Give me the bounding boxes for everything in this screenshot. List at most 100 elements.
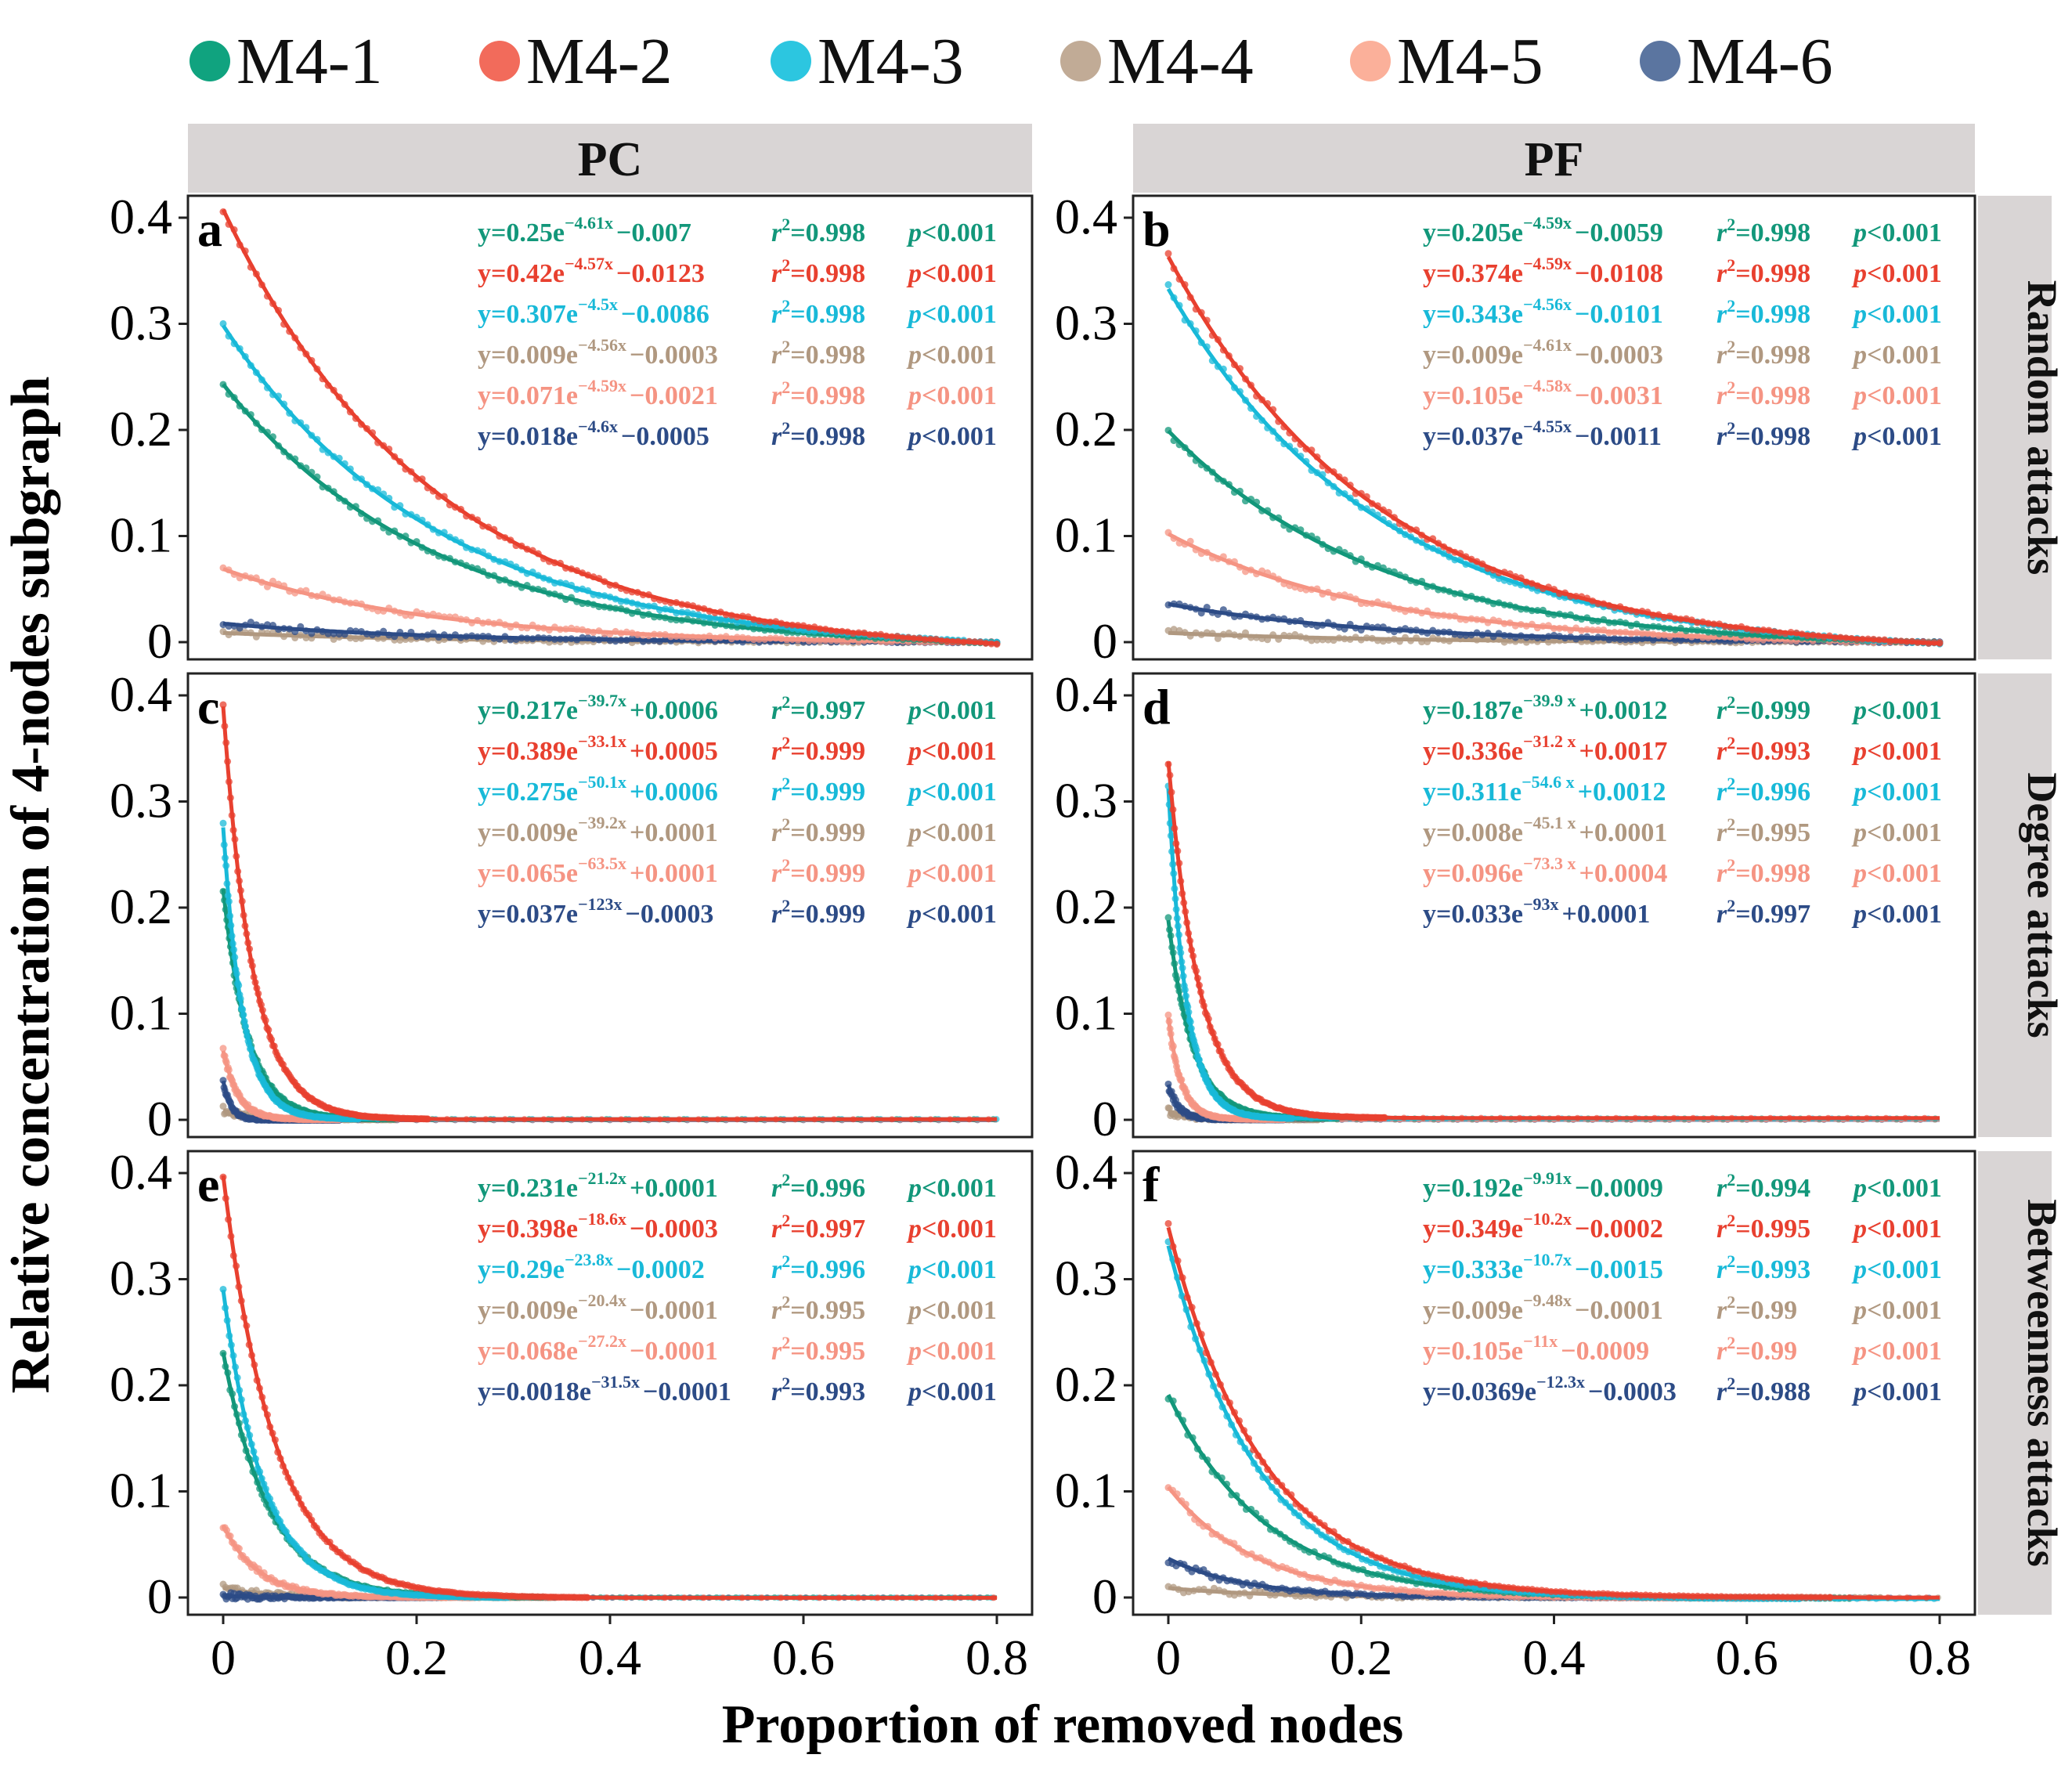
fit-equation-m4-6: y=0.037e−4.55x −0.0011 r2=0.998 p<0.001 [1423,417,1942,451]
r-superscript: 2 [782,215,790,234]
fit-annotations: y=0.187e−39.9 x +0.0012 r2=0.999 p<0.001y=0… [1423,691,1942,929]
r-squared: r2=0.997 [1716,896,1810,929]
r-squared-value: =0.998 [1735,300,1810,329]
p-symbol: p [1851,300,1867,329]
r-symbol: r [771,381,782,410]
y-tick-label: 0.4 [1055,189,1117,244]
r-squared-value: =0.997 [1735,900,1810,929]
r-symbol: r [771,696,782,725]
equation-constant: −0.0059 [1575,218,1663,247]
r-squared: r2=0.998 [771,418,865,451]
p-value: p<0.001 [906,381,997,410]
legend-item-m4-6: M4-6 [1640,25,1833,98]
p-value-text: <0.001 [1867,900,1942,929]
fit-equation-m4-4: y=0.009e−4.56x −0.0003 r2=0.998 p<0.001 [478,335,997,370]
fit-equation-m4-5: y=0.071e−4.59x −0.0021 r2=0.998 p<0.001 [478,376,997,410]
data-point [219,1045,227,1052]
equation-exponent: −4.61x [1523,335,1572,355]
legend-key-dot [1060,41,1101,81]
p-value-text: <0.001 [922,259,997,288]
r-symbol: r [1716,300,1727,329]
plot-area [219,701,1000,1125]
series-m4-2 [219,701,997,1123]
equation-exponent: −4.56x [578,335,626,355]
equation-constant: +0.0012 [1578,778,1666,807]
p-value-text: <0.001 [922,737,997,766]
p-symbol: p [1851,381,1867,410]
data-point [1170,626,1178,634]
panel-border [186,1150,1034,1616]
fit-equation-m4-2: y=0.42e−4.57x −0.0123 r2=0.998 p<0.001 [478,254,997,288]
row-strip-label: Betweenness attacks [2019,1199,2066,1566]
equation-text: y=0.25e−4.61x −0.007 [478,213,691,247]
r-squared-value: =0.998 [790,300,865,329]
equation-coef: y=0.205e [1423,218,1523,247]
equation-constant: −0.0086 [621,300,709,329]
data-point [1164,914,1172,922]
equation-exponent: −4.59x [1523,213,1572,233]
fit-equation-m4-1: y=0.205e−4.59x −0.0059 r2=0.998 p<0.001 [1423,213,1942,247]
r-squared-value: =0.998 [1735,859,1810,888]
fit-equation-m4-3: y=0.311e−54.6 x +0.0012 r2=0.996 p<0.001 [1423,772,1942,807]
equation-exponent: −4.57x [565,254,613,273]
equation-coef: y=0.033e [1423,900,1523,929]
r-superscript: 2 [1727,774,1735,793]
r-symbol: r [1716,859,1727,888]
p-value: p<0.001 [906,341,997,370]
legend-item-m4-2: M4-2 [479,25,673,98]
p-value-text: <0.001 [1867,859,1942,888]
equation-coef: y=0.008e [1423,818,1523,847]
fit-equation-m4-5: y=0.065e−63.5x +0.0001 r2=0.999 p<0.001 [478,854,997,888]
panel-d: 00.10.20.30.4 d y=0.187e−39.9 x +0.0012 r2=0… [1055,666,1976,1146]
r-squared-value: =0.998 [790,218,865,247]
p-value-text: <0.001 [922,218,997,247]
equation-coef: y=0.336e [1423,737,1523,766]
fit-annotations: y=0.205e−4.59x −0.0059 r2=0.998 p<0.001y=0.… [1423,213,1942,451]
y-tick-label: 0 [1092,1091,1117,1146]
r-squared-value: =0.999 [790,778,865,807]
y-tick-label: 0.1 [110,507,172,563]
data-point [219,819,227,827]
equation-text: y=0.071e−4.59x −0.0021 [478,376,718,410]
equation-constant: −0.0021 [630,381,718,410]
plot-area [219,208,1001,648]
equation-text: y=0.033e−93x +0.0001 [1423,894,1650,929]
legend-label: M4-5 [1397,25,1543,98]
equation-exponent: −93x [1523,894,1559,914]
equation-exponent: −33.1x [578,731,626,751]
column-strip-label: PC [578,133,643,186]
legend-item-m4-4: M4-4 [1060,25,1254,98]
r-squared: r2=0.999 [771,733,865,766]
facet-panels: 00.10.20.30.4 a y=0.25e−4.61x −0.007 r2=0.99… [110,189,1976,1685]
r-squared: r2=0.999 [1716,692,1810,725]
y-tick-label: 0.3 [110,773,172,829]
y-tick-label: 0.4 [110,189,172,244]
p-value-text: <0.001 [1867,737,1942,766]
p-value: p<0.001 [1851,341,1942,370]
p-value-text: <0.001 [1867,422,1942,451]
r-superscript: 2 [782,255,790,275]
equation-coef: y=0.389e [478,737,578,766]
r-superscript: 2 [782,337,790,356]
equation-text: y=0.389e−33.1x +0.0005 [478,731,718,766]
equation-text: y=0.187e−39.9 x +0.0012 [1423,691,1667,725]
equation-text: y=0.311e−54.6 x +0.0012 [1423,772,1666,807]
p-value: p<0.001 [1851,259,1942,288]
column-strip-bg [1133,124,1975,193]
p-value-text: <0.001 [1867,778,1942,807]
column-strip-label: PF [1525,133,1584,186]
p-symbol: p [906,737,922,766]
fit-equation-m4-2: y=0.336e−31.2 x +0.0017 r2=0.993 p<0.001 [1423,731,1942,766]
data-point [219,1103,227,1110]
fit-equation-m4-1: y=0.25e−4.61x −0.007 r2=0.998 p<0.001 [478,213,997,247]
legend-item-m4-1: M4-1 [190,25,383,98]
p-symbol: p [1851,422,1867,451]
r-squared: r2=0.997 [771,692,865,725]
y-tick-label: 0 [1092,613,1117,669]
r-squared-value: =0.998 [790,422,865,451]
p-value: p<0.001 [1851,300,1942,329]
r-squared-value: =0.998 [1735,218,1810,247]
r-symbol: r [771,422,782,451]
p-symbol: p [906,818,922,847]
